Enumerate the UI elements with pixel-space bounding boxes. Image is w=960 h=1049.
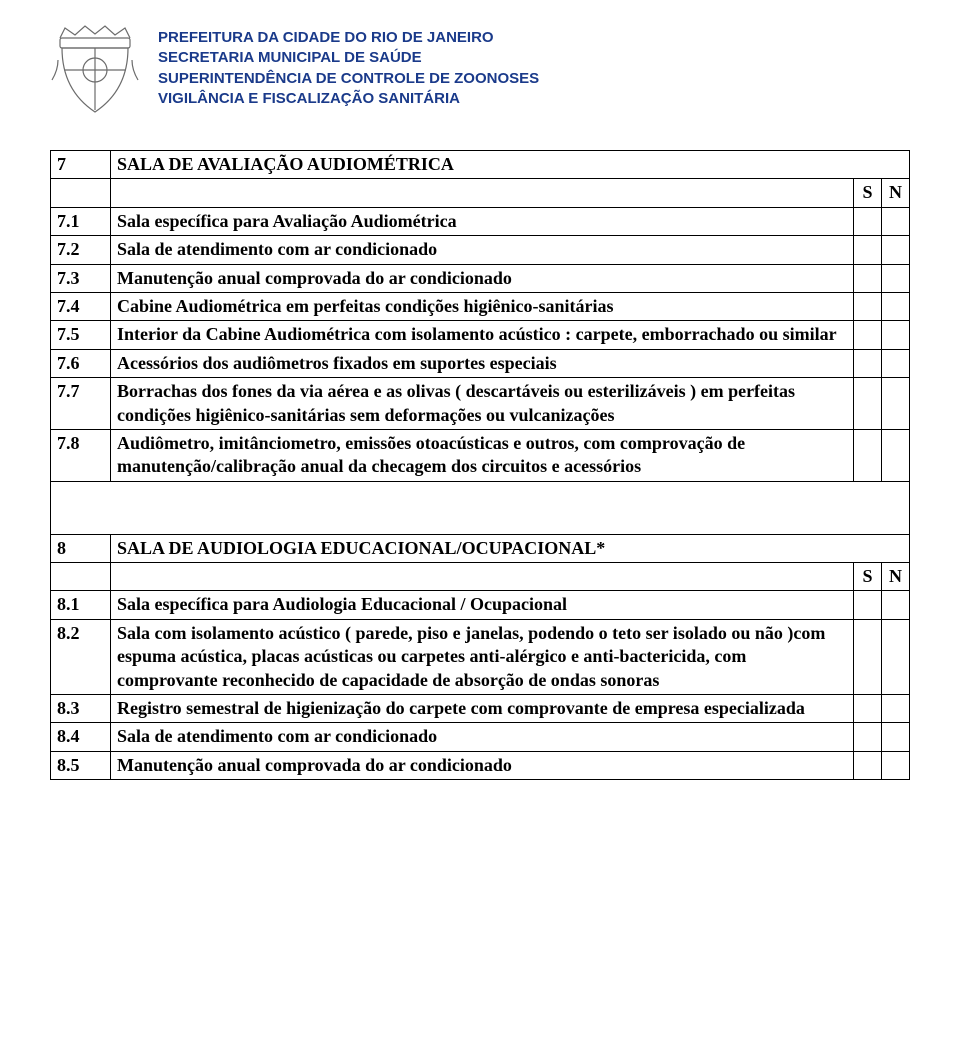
checkbox-n[interactable] [882, 591, 910, 619]
checkbox-n[interactable] [882, 264, 910, 292]
checkbox-n[interactable] [882, 429, 910, 481]
section-number: 7 [51, 151, 111, 179]
checkbox-s[interactable] [854, 723, 882, 751]
checkbox-n[interactable] [882, 207, 910, 235]
column-header-n: N [882, 179, 910, 207]
checkbox-s[interactable] [854, 619, 882, 694]
table-row: 7.5Interior da Cabine Audiométrica com i… [51, 321, 910, 349]
table-row: 7.8Audiômetro, imitânciometro, emissões … [51, 429, 910, 481]
row-number: 8.5 [51, 751, 111, 779]
column-header-s: S [854, 179, 882, 207]
checkbox-s[interactable] [854, 378, 882, 430]
section-title-row: 8SALA DE AUDIOLOGIA EDUCACIONAL/OCUPACIO… [51, 534, 910, 562]
checkbox-s[interactable] [854, 695, 882, 723]
checkbox-s[interactable] [854, 321, 882, 349]
row-number: 8.4 [51, 723, 111, 751]
table-row: 7.4Cabine Audiométrica em perfeitas cond… [51, 292, 910, 320]
row-number: 8.1 [51, 591, 111, 619]
header-text-block: PREFEITURA DA CIDADE DO RIO DE JANEIRO S… [158, 20, 539, 109]
row-description: Acessórios dos audiômetros fixados em su… [111, 349, 854, 377]
row-number: 7.6 [51, 349, 111, 377]
checkbox-s[interactable] [854, 264, 882, 292]
checkbox-s[interactable] [854, 292, 882, 320]
checkbox-s[interactable] [854, 751, 882, 779]
table-row: 7.1Sala específica para Avaliação Audiom… [51, 207, 910, 235]
city-crest-icon [50, 20, 140, 120]
checkbox-n[interactable] [882, 292, 910, 320]
section-title-row: 7SALA DE AVALIAÇÃO AUDIOMÉTRICA [51, 151, 910, 179]
table-row: 7.6Acessórios dos audiômetros fixados em… [51, 349, 910, 377]
column-header-s: S [854, 563, 882, 591]
header-line-2: SECRETARIA MUNICIPAL DE SAÚDE [158, 48, 539, 68]
row-description: Sala específica para Avaliação Audiométr… [111, 207, 854, 235]
header-line-4: VIGILÂNCIA E FISCALIZAÇÃO SANITÁRIA [158, 89, 539, 109]
row-number: 7.4 [51, 292, 111, 320]
empty-cell [111, 179, 854, 207]
row-number: 7.3 [51, 264, 111, 292]
row-number: 7.2 [51, 236, 111, 264]
row-description: Borrachas dos fones da via aérea e as ol… [111, 378, 854, 430]
empty-cell [51, 563, 111, 591]
header-line-1: PREFEITURA DA CIDADE DO RIO DE JANEIRO [158, 28, 539, 48]
row-number: 8.3 [51, 695, 111, 723]
row-description: Manutenção anual comprovada do ar condic… [111, 751, 854, 779]
row-description: Sala específica para Audiologia Educacio… [111, 591, 854, 619]
row-number: 7.5 [51, 321, 111, 349]
section-title: SALA DE AUDIOLOGIA EDUCACIONAL/OCUPACION… [111, 534, 910, 562]
page: PREFEITURA DA CIDADE DO RIO DE JANEIRO S… [0, 0, 960, 820]
row-description: Registro semestral de higienização do ca… [111, 695, 854, 723]
sn-header-row: SN [51, 179, 910, 207]
row-description: Manutenção anual comprovada do ar condic… [111, 264, 854, 292]
table-row: 7.2Sala de atendimento com ar condiciona… [51, 236, 910, 264]
checkbox-n[interactable] [882, 236, 910, 264]
row-number: 7.7 [51, 378, 111, 430]
header-line-3: SUPERINTENDÊNCIA DE CONTROLE DE ZOONOSES [158, 69, 539, 89]
section-title: SALA DE AVALIAÇÃO AUDIOMÉTRICA [111, 151, 910, 179]
checkbox-n[interactable] [882, 378, 910, 430]
table-row: 7.3Manutenção anual comprovada do ar con… [51, 264, 910, 292]
row-description: Sala de atendimento com ar condicionado [111, 236, 854, 264]
row-description: Audiômetro, imitânciometro, emissões oto… [111, 429, 854, 481]
empty-cell [51, 179, 111, 207]
checkbox-n[interactable] [882, 695, 910, 723]
checkbox-n[interactable] [882, 751, 910, 779]
checkbox-n[interactable] [882, 619, 910, 694]
row-number: 7.8 [51, 429, 111, 481]
checkbox-n[interactable] [882, 723, 910, 751]
checkbox-s[interactable] [854, 207, 882, 235]
checklist-table: 7SALA DE AVALIAÇÃO AUDIOMÉTRICASN7.1Sala… [50, 150, 910, 780]
row-number: 7.1 [51, 207, 111, 235]
sn-header-row: SN [51, 563, 910, 591]
row-description: Cabine Audiométrica em perfeitas condiçõ… [111, 292, 854, 320]
section-number: 8 [51, 534, 111, 562]
checkbox-n[interactable] [882, 321, 910, 349]
spacer-row [51, 481, 910, 534]
table-row: 7.7Borrachas dos fones da via aérea e as… [51, 378, 910, 430]
column-header-n: N [882, 563, 910, 591]
checkbox-n[interactable] [882, 349, 910, 377]
empty-cell [111, 563, 854, 591]
checkbox-s[interactable] [854, 429, 882, 481]
checkbox-s[interactable] [854, 349, 882, 377]
row-description: Interior da Cabine Audiométrica com isol… [111, 321, 854, 349]
row-number: 8.2 [51, 619, 111, 694]
table-row: 8.4Sala de atendimento com ar condiciona… [51, 723, 910, 751]
row-description: Sala de atendimento com ar condicionado [111, 723, 854, 751]
table-row: 8.3Registro semestral de higienização do… [51, 695, 910, 723]
table-row: 8.5Manutenção anual comprovada do ar con… [51, 751, 910, 779]
row-description: Sala com isolamento acústico ( parede, p… [111, 619, 854, 694]
checkbox-s[interactable] [854, 591, 882, 619]
table-row: 8.1Sala específica para Audiologia Educa… [51, 591, 910, 619]
checkbox-s[interactable] [854, 236, 882, 264]
table-row: 8.2Sala com isolamento acústico ( parede… [51, 619, 910, 694]
document-header: PREFEITURA DA CIDADE DO RIO DE JANEIRO S… [50, 20, 910, 120]
